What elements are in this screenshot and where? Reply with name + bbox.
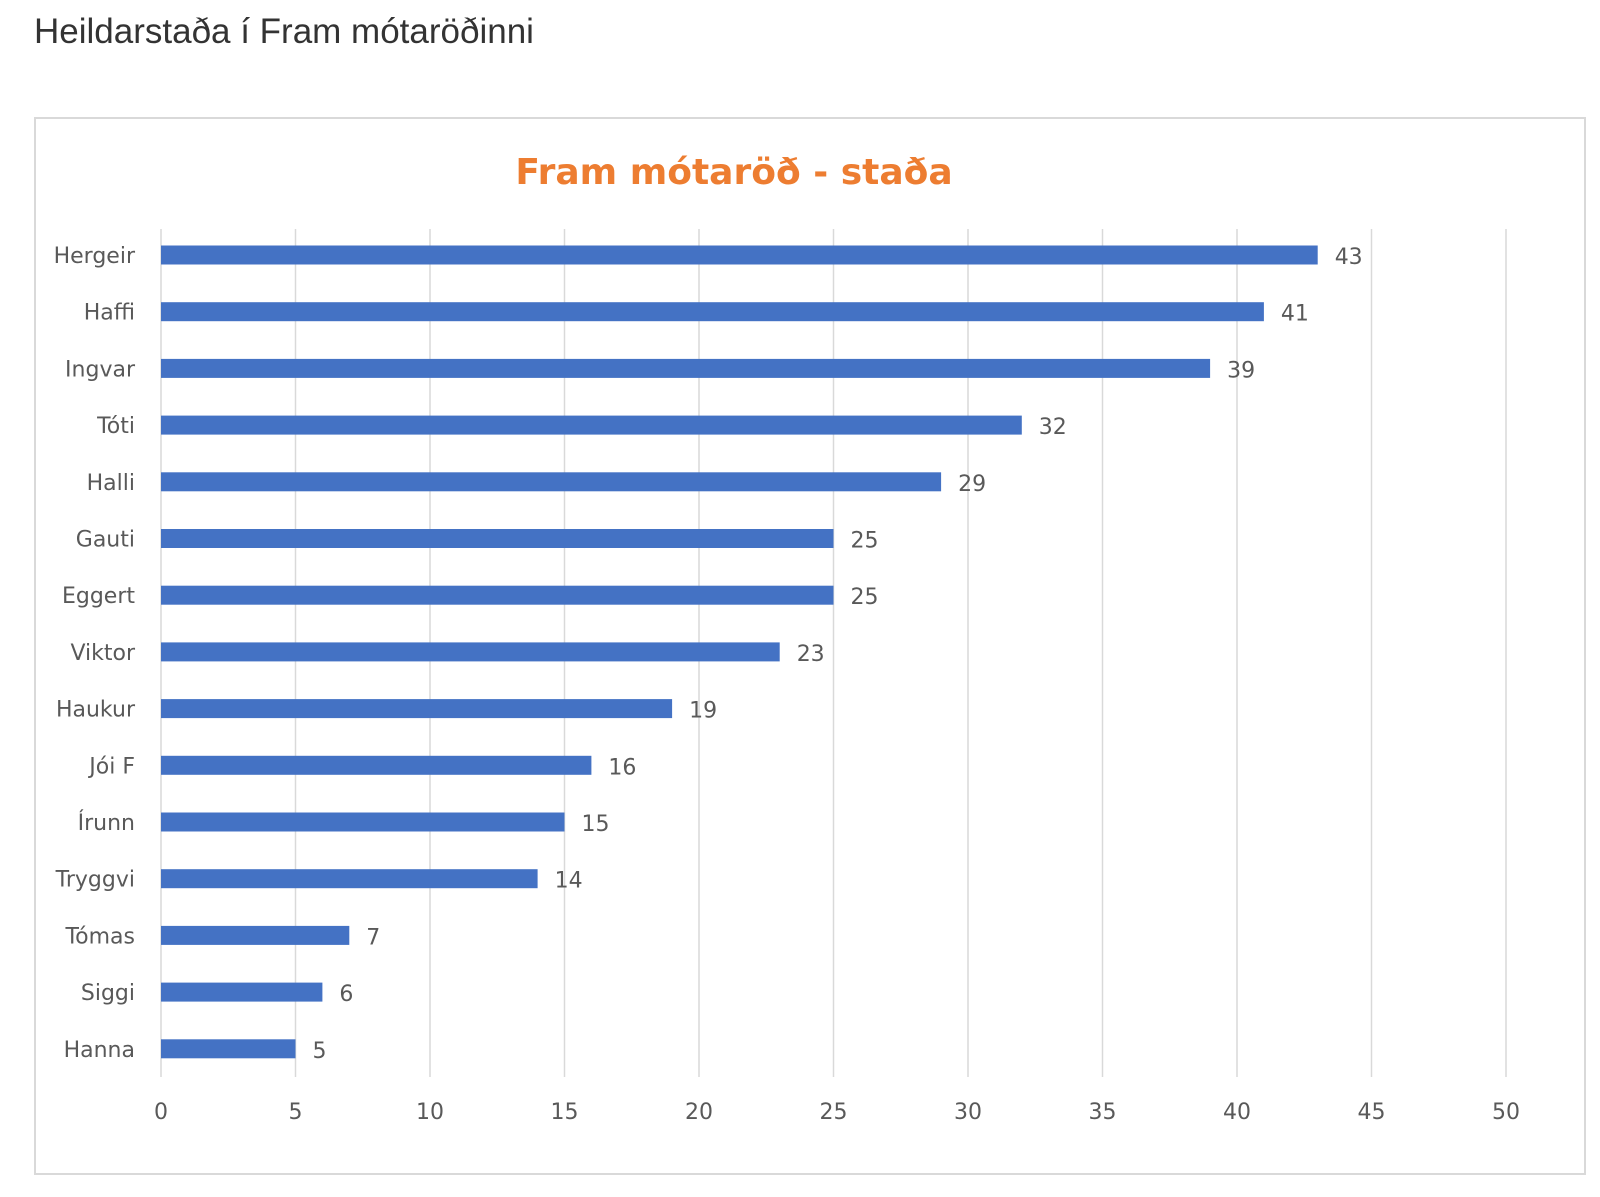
bar bbox=[161, 699, 673, 719]
data-label: 16 bbox=[608, 755, 636, 780]
bar bbox=[161, 925, 350, 945]
bar bbox=[161, 585, 834, 605]
x-tick-label: 0 bbox=[154, 1100, 168, 1125]
x-tick-label: 20 bbox=[685, 1100, 713, 1125]
bar bbox=[161, 755, 592, 775]
category-label: Eggert bbox=[62, 584, 135, 609]
data-label: 41 bbox=[1281, 302, 1309, 327]
bar bbox=[161, 415, 1022, 435]
x-tick-label: 35 bbox=[1089, 1100, 1117, 1125]
category-label: Hanna bbox=[64, 1038, 135, 1063]
category-label: Halli bbox=[87, 471, 135, 496]
data-label: 15 bbox=[582, 812, 610, 837]
bar bbox=[161, 302, 1264, 322]
category-label: Tóti bbox=[96, 414, 135, 439]
bar bbox=[161, 812, 565, 832]
x-tick-label: 15 bbox=[551, 1100, 579, 1125]
x-tick-label: 30 bbox=[954, 1100, 982, 1125]
bar bbox=[161, 869, 538, 889]
category-label: Haffi bbox=[84, 301, 135, 326]
data-label: 19 bbox=[689, 699, 717, 724]
bar bbox=[161, 529, 834, 548]
data-label: 43 bbox=[1335, 245, 1363, 270]
bar bbox=[161, 982, 323, 1002]
x-tick-label: 25 bbox=[820, 1100, 848, 1125]
category-label: Gauti bbox=[76, 528, 135, 553]
data-label: 5 bbox=[313, 1039, 327, 1064]
data-label: 7 bbox=[366, 925, 380, 950]
bar bbox=[161, 245, 1318, 265]
bar bbox=[161, 358, 1211, 378]
x-tick-label: 45 bbox=[1358, 1100, 1386, 1125]
category-label: Siggi bbox=[81, 981, 135, 1006]
x-tick-label: 50 bbox=[1492, 1100, 1520, 1125]
data-label: 25 bbox=[851, 585, 879, 610]
bar bbox=[161, 1039, 296, 1059]
data-label: 14 bbox=[555, 869, 583, 894]
bar bbox=[161, 472, 942, 492]
chart-title: Fram mótaröð - staða bbox=[515, 152, 953, 193]
category-label: Jói F bbox=[87, 754, 135, 779]
x-tick-label: 5 bbox=[289, 1100, 303, 1125]
data-label: 23 bbox=[797, 642, 825, 667]
data-label: 29 bbox=[958, 472, 986, 497]
category-label: Írunn bbox=[78, 810, 135, 836]
data-label: 25 bbox=[851, 529, 879, 554]
data-label: 32 bbox=[1039, 415, 1067, 440]
category-label: Tryggvi bbox=[55, 868, 135, 893]
category-label: Viktor bbox=[70, 641, 136, 666]
category-label: Ingvar bbox=[65, 357, 136, 382]
x-tick-label: 40 bbox=[1223, 1100, 1251, 1125]
category-label: Tómas bbox=[64, 924, 135, 949]
page-heading: Heildarstaða í Fram mótaröðinni bbox=[34, 12, 534, 51]
data-label: 39 bbox=[1227, 358, 1255, 383]
data-label: 6 bbox=[339, 982, 353, 1007]
category-label: Haukur bbox=[56, 698, 136, 723]
x-tick-label: 10 bbox=[416, 1100, 444, 1125]
bar bbox=[161, 642, 780, 662]
category-label: Hergeir bbox=[54, 244, 136, 269]
